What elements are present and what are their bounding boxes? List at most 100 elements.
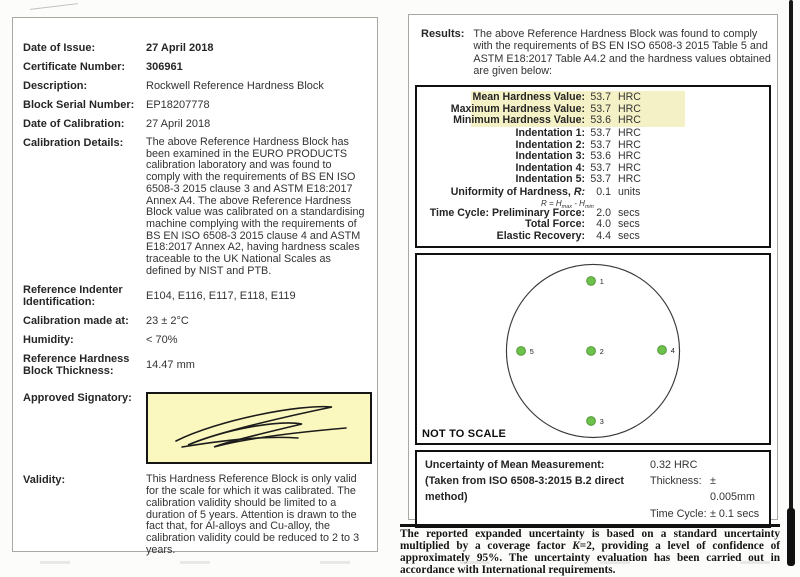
- row-value: 53.7: [590, 127, 611, 140]
- table-row-indentation-4: Indentation 4: 53.7 HRC: [417, 161, 769, 174]
- row-unit: units: [618, 186, 641, 199]
- field-label: Reference Hardness Block Thickness:: [23, 353, 130, 378]
- scan-corner-shadow: [787, 508, 795, 566]
- row-label: Indentation 4:: [515, 161, 585, 174]
- row-value: 53.7: [590, 161, 611, 174]
- table-row-minimum: Minimum Hardness Value: 53.6 HRC: [417, 114, 769, 126]
- field-row-block-thickness: Reference Hardness Block Thickness: 14.4…: [23, 353, 369, 377]
- uncertainty-row-time-cycle: Time Cycle: ± 0.1 secs: [425, 506, 761, 522]
- calibration-details-paragraph: The above Reference Hardness Block has b…: [146, 136, 365, 277]
- scan-bottom-smudge: [0, 561, 800, 564]
- field-label: Approved Signatory:: [23, 392, 132, 405]
- table-row-uniformity: Uniformity of Hardness, R: 0.1 units: [417, 186, 769, 199]
- row-label: Indentation 1:: [515, 127, 585, 140]
- row-unit: HRC: [618, 150, 641, 163]
- row-label: Uncertainty of Mean Measurement:: [425, 459, 605, 472]
- field-value: E104, E116, E117, E118, E119: [146, 290, 296, 303]
- row-unit: HRC: [618, 102, 641, 115]
- row-label: (Taken from ISO 6508-3:2015 B.2 direct m…: [425, 475, 625, 504]
- row-unit: HRC: [618, 91, 641, 104]
- coverage-factor-symbol: K: [572, 539, 580, 552]
- row-unit: HRC: [618, 161, 641, 174]
- field-label: Calibration made at:: [23, 315, 129, 328]
- row-unit: secs: [618, 206, 640, 219]
- row-value: 2.0: [596, 206, 611, 219]
- field-row-calibration-details: Calibration Details: The above Reference…: [23, 136, 369, 277]
- uncertainty-row-main: Uncertainty of Mean Measurement: 0.32 HR…: [425, 457, 761, 473]
- uncertainty-row-thickness: (Taken from ISO 6508-3:2015 B.2 direct m…: [425, 473, 761, 505]
- formula-subscript: min: [584, 203, 594, 210]
- row-value: 53.6: [590, 150, 611, 163]
- uniformity-formula: R = Hmax - Hmin: [417, 198, 769, 210]
- row-label: Time Cycle: Preliminary Force:: [429, 206, 585, 219]
- field-row-approved-signatory: Approved Signatory:: [23, 392, 372, 465]
- field-row-humidity: Humidity: < 70%: [23, 334, 369, 346]
- scan-artifact-line: [30, 3, 78, 10]
- block-diagram-svg: 1 2 3 4 5: [505, 263, 681, 439]
- field-row-certificate-number: Certificate Number: 306961: [23, 61, 369, 73]
- table-row-indentation-1: Indentation 1: 53.7 HRC: [417, 127, 769, 140]
- field-row-reference-indenter: Reference Indenter Identification: E104,…: [23, 284, 369, 308]
- row-value: ± 0.1 secs: [710, 507, 760, 520]
- row-label: Uniformity of Hardness, R:: [417, 187, 585, 198]
- field-row-date-of-issue: Date of Issue: 27 April 2018: [23, 42, 369, 54]
- row-label: Mean Hardness Value:: [472, 91, 585, 104]
- row-label: Indentation 5:: [515, 173, 585, 186]
- row-label: Elastic Recovery:: [496, 229, 585, 242]
- field-label: Reference Indenter Identification:: [23, 284, 123, 309]
- indentation-dot-1: [586, 276, 596, 286]
- field-value: 306961: [146, 61, 183, 73]
- uniformity-r-symbol: R:: [573, 186, 585, 199]
- field-label: Validity:: [23, 474, 66, 487]
- indentation-dot-3: [586, 416, 596, 426]
- row-value: 53.7: [590, 138, 611, 151]
- field-label: Date of Calibration:: [23, 118, 125, 130]
- row-label: Indentation 3:: [515, 150, 585, 163]
- row-value: ± 0.005mm: [710, 475, 756, 504]
- certificate-left-page: Date of Issue: 27 April 2018 Certificate…: [12, 17, 378, 556]
- table-row-indentation-3: Indentation 3: 53.6 HRC: [417, 150, 769, 163]
- indentation-dot-label: 2: [600, 347, 604, 356]
- row-value: 53.6: [590, 114, 611, 126]
- table-row-mean: Mean Hardness Value: 53.7 HRC: [417, 91, 769, 104]
- row-value: 53.7: [590, 91, 611, 104]
- field-row-calibration-made-at: Calibration made at: 23 ± 2°C: [23, 315, 369, 327]
- formula-part: - H: [572, 198, 585, 208]
- table-row-indentation-5: Indentation 5: 53.7 HRC: [417, 173, 769, 186]
- row-label: Maximum Hardness Value:: [450, 102, 585, 115]
- table-row-indentation-2: Indentation 2: 53.7 HRC: [417, 138, 769, 151]
- signature-box: [146, 392, 372, 465]
- field-row-date-of-calibration: Date of Calibration: 27 April 2018: [23, 118, 369, 130]
- row-value: 0.1: [596, 186, 611, 199]
- field-label: Calibration Details:: [23, 137, 124, 149]
- results-label: Results:: [421, 28, 465, 40]
- row-value: 4.4: [596, 229, 611, 242]
- field-label: Description:: [23, 80, 88, 92]
- row-value: 53.7: [590, 102, 611, 115]
- row-unit: HRC: [618, 138, 641, 151]
- row-label: Indentation 2:: [515, 138, 585, 151]
- table-row-preliminary-force: Time Cycle: Preliminary Force: 2.0 secs: [417, 206, 769, 219]
- field-value: 23 ± 2°C: [146, 315, 189, 328]
- formula-subscript: max: [561, 203, 573, 210]
- indentation-dot-label: 3: [600, 417, 604, 426]
- field-value: Rockwell Reference Hardness Block: [146, 80, 324, 92]
- indentation-dot-label: 4: [671, 346, 675, 355]
- certificate-right-page: Results: The above Reference Hardness Bl…: [408, 14, 778, 528]
- table-row-maximum: Maximum Hardness Value: 53.7 HRC: [417, 102, 769, 115]
- row-unit: HRC: [618, 127, 641, 140]
- signature-image: [175, 406, 347, 449]
- table-row-elastic-recovery: Elastic Recovery: 4.4 secs: [417, 229, 769, 242]
- field-row-validity: Validity: This Hardness Reference Block …: [23, 474, 369, 556]
- indentation-dot-5: [516, 346, 526, 356]
- uncertainty-footnote: The reported expanded uncertainty is bas…: [400, 524, 780, 577]
- row-unit: HRC: [618, 173, 641, 186]
- field-value: 14.47 mm: [146, 359, 195, 372]
- field-row-block-serial-number: Block Serial Number: EP18207778: [23, 99, 369, 111]
- field-value: 27 April 2018: [146, 118, 211, 130]
- indentation-dot-label: 1: [600, 277, 604, 286]
- hardness-values-table: Mean Hardness Value: 53.7 HRC Maximum Ha…: [415, 85, 771, 249]
- formula-part: R = H: [541, 198, 562, 208]
- uniformity-label-text: Uniformity of Hardness,: [450, 186, 574, 199]
- field-label: Humidity:: [23, 334, 74, 347]
